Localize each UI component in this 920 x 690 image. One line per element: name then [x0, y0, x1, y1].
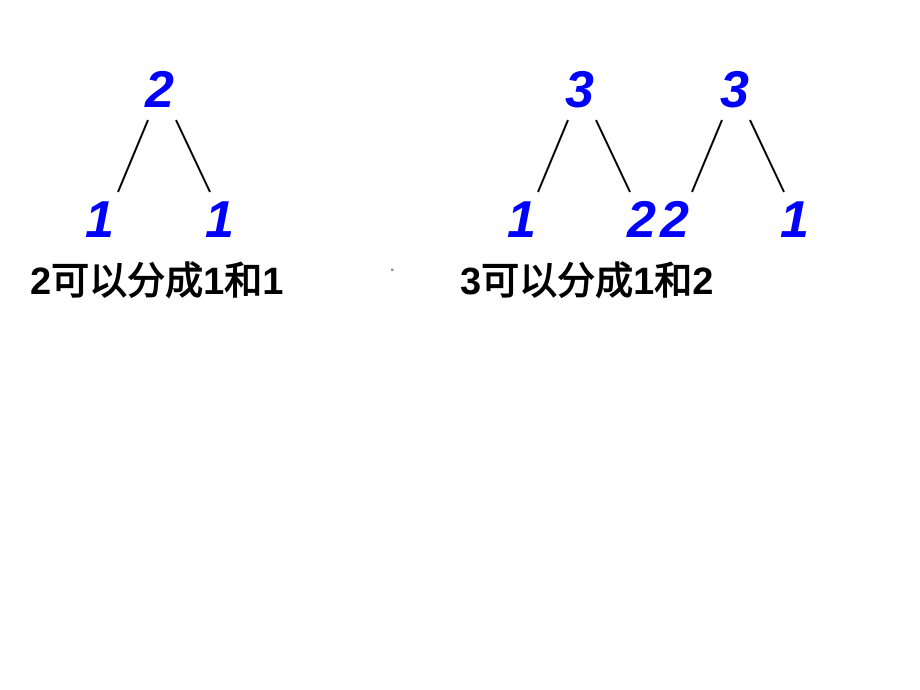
- tree2a-line-right: [596, 120, 630, 192]
- tree2a-top: 3: [565, 60, 594, 120]
- tree1-line-left: [118, 120, 148, 192]
- tree2a-right: 2: [627, 190, 656, 250]
- center-dot: ·: [390, 262, 395, 280]
- tree2a-line-left: [538, 120, 568, 192]
- tree2-caption: 3可以分成1和2: [460, 250, 713, 305]
- connector-lines: [0, 0, 920, 690]
- tree2b-left: 2: [660, 190, 689, 250]
- tree1-line-right: [176, 120, 210, 192]
- tree1-caption: 2可以分成1和1: [30, 250, 283, 305]
- tree2b-line-left: [692, 120, 722, 192]
- tree1-right: 1: [205, 190, 234, 250]
- tree2b-line-right: [750, 120, 784, 192]
- tree2a-left: 1: [507, 190, 536, 250]
- tree1-top: 2: [145, 60, 174, 120]
- tree1-left: 1: [85, 190, 114, 250]
- tree2b-right: 1: [780, 190, 809, 250]
- tree2b-top: 3: [720, 60, 749, 120]
